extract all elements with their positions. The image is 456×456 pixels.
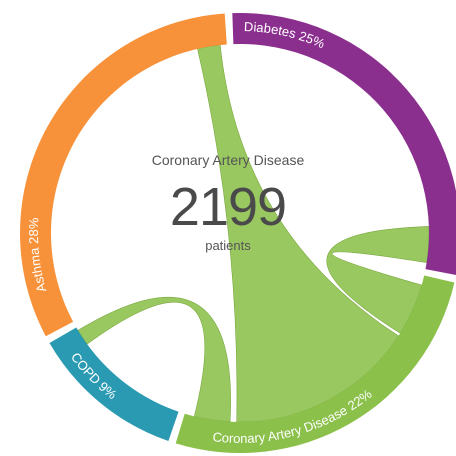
ribbons-group [77,44,430,423]
ribbon-cad-to-copd[interactable] [77,296,231,423]
arc-diabetes[interactable] [232,13,456,275]
arc-copd[interactable] [49,327,179,442]
center-patient-count: 2199 [169,177,287,237]
arc-asthma[interactable] [20,13,227,337]
ribbon-cad-to-asthma[interactable] [197,44,399,423]
center-unit-label: patients [205,238,251,253]
center-title: Coronary Artery Disease [151,152,305,168]
arc-coronary-artery-disease[interactable] [175,275,455,454]
arcs-group [20,13,456,454]
ribbon-cad-to-diabetes[interactable] [326,226,430,334]
